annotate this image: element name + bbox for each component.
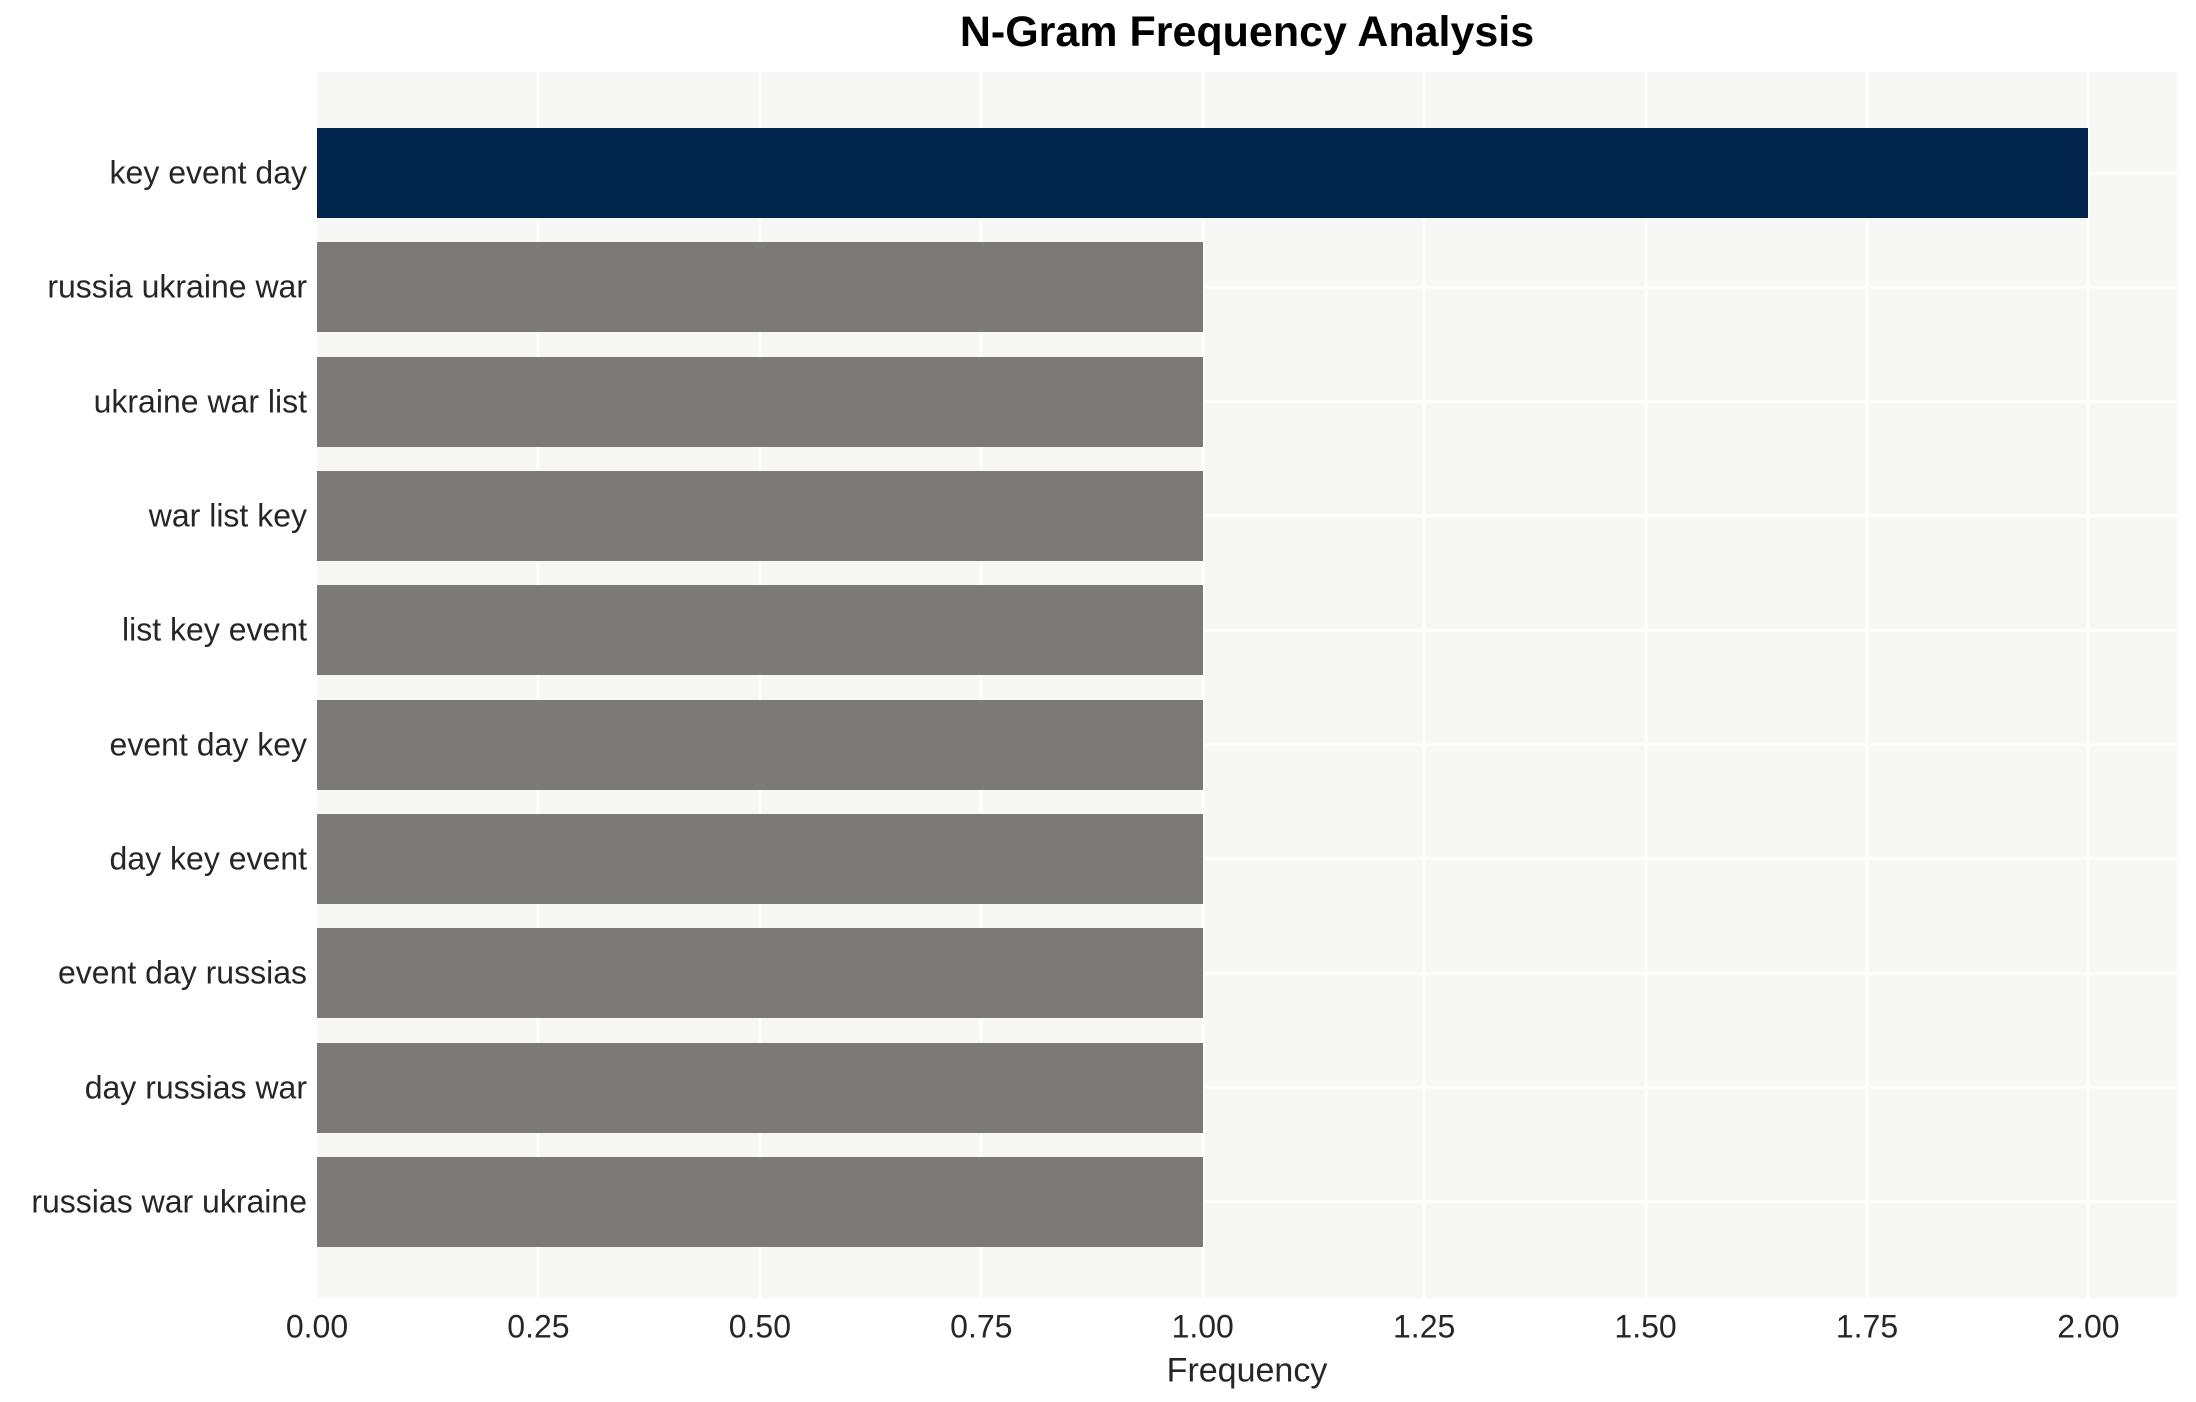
bar-key-event-day [317,128,2089,218]
plot-area [317,72,2177,1298]
gridline-horizontal [317,1086,2177,1090]
gridline-vertical [2086,72,2090,1298]
gridline-horizontal [317,743,2177,747]
y-tick-label: russia ukraine war [47,268,307,305]
gridline-vertical [1865,72,1869,1298]
y-tick-label: ukraine war list [93,383,307,420]
gridline-horizontal [317,400,2177,404]
gridline-horizontal [317,628,2177,632]
y-tick-label: key event day [109,154,307,191]
gridline-horizontal [317,514,2177,518]
gridline-horizontal [317,1200,2177,1204]
bar-war-list-key [317,470,1203,561]
gridline-horizontal [317,971,2177,975]
x-tick-label: 1.50 [1614,1308,1677,1345]
gridline-vertical [758,72,762,1298]
x-tick-label: 1.00 [1171,1308,1234,1345]
x-tick-label: 2.00 [2057,1308,2120,1345]
x-axis-label: Frequency [1166,1351,1328,1390]
y-tick-label: day russias war [84,1069,307,1106]
bar-event-day-russias [317,928,1203,1019]
y-tick-label: day key event [109,840,307,877]
bar-russias-war-ukraine [317,1156,1203,1247]
bar-day-russias-war [317,1042,1203,1133]
y-tick-label: list key event [122,611,307,648]
y-tick-label: russias war ukraine [31,1183,307,1220]
bar-ukraine-war-list [317,356,1203,447]
y-tick-label: event day key [109,726,307,763]
gridline-vertical [1644,72,1648,1298]
bar-list-key-event [317,585,1203,676]
x-tick-label: 0.00 [285,1308,349,1345]
x-tick-label: 1.75 [1835,1308,1899,1345]
y-tick-label: event day russias [57,954,307,991]
chart-title: N-Gram Frequency Analysis [959,8,1535,56]
y-tick-label: war list key [148,497,307,534]
gridline-vertical [1201,72,1205,1298]
gridline-vertical [1422,72,1426,1298]
x-tick-label: 1.25 [1393,1308,1456,1345]
bar-event-day-key [317,699,1203,790]
x-tick-label: 0.75 [950,1308,1013,1345]
gridline-vertical [536,72,540,1298]
x-tick-label: 0.25 [507,1308,570,1345]
bar-russia-ukraine-war [317,242,1203,333]
gridline-vertical [979,72,983,1298]
gridline-horizontal [317,857,2177,861]
gridline-horizontal [317,285,2177,289]
x-tick-label: 0.50 [728,1308,791,1345]
bar-day-key-event [317,813,1203,904]
